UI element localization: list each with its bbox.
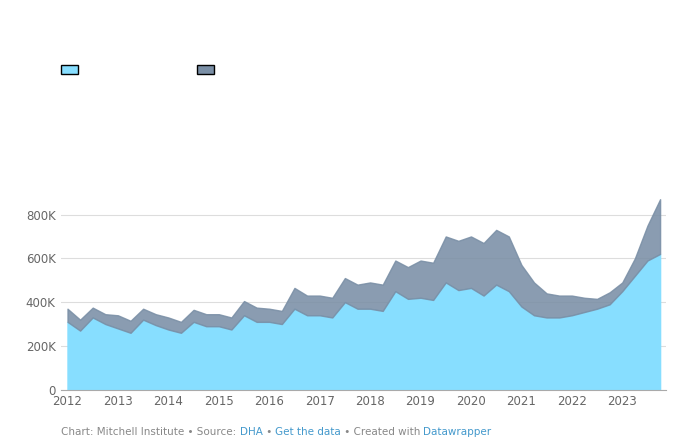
- Text: Get the data: Get the data: [275, 427, 341, 437]
- Text: •: •: [262, 427, 275, 437]
- Text: Chart: Mitchell Institute • Source:: Chart: Mitchell Institute • Source:: [61, 427, 239, 437]
- Text: DHA: DHA: [240, 427, 262, 437]
- Text: Datawrapper: Datawrapper: [424, 427, 492, 437]
- Text: • Created with: • Created with: [341, 427, 424, 437]
